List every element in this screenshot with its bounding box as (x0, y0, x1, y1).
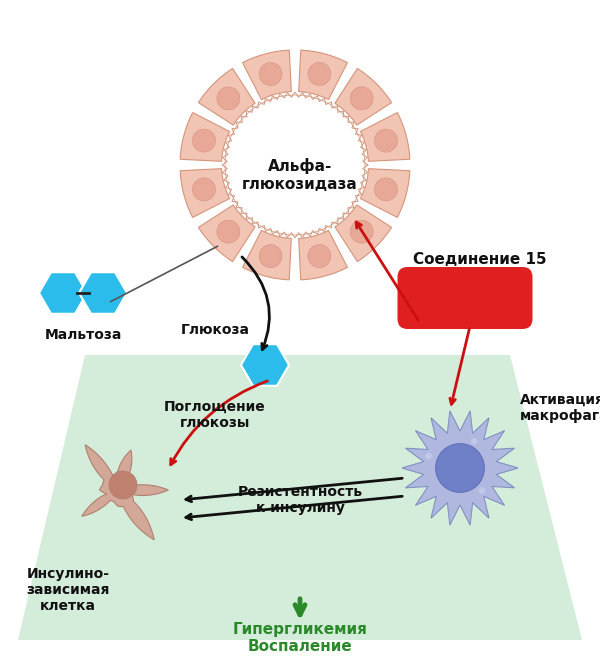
Polygon shape (299, 50, 347, 100)
Circle shape (471, 438, 478, 445)
Circle shape (374, 129, 398, 152)
Polygon shape (199, 205, 255, 262)
Circle shape (308, 245, 331, 268)
Circle shape (350, 87, 373, 110)
Circle shape (193, 129, 215, 152)
Circle shape (259, 245, 282, 268)
FancyBboxPatch shape (398, 267, 533, 329)
Circle shape (217, 87, 240, 110)
Circle shape (109, 471, 137, 499)
Polygon shape (361, 169, 410, 217)
Circle shape (350, 220, 373, 243)
Polygon shape (361, 112, 410, 161)
Polygon shape (241, 344, 289, 386)
Circle shape (217, 220, 240, 243)
Text: Гипергликемия
Воспаление: Гипергликемия Воспаление (233, 622, 367, 654)
Text: Резистентность
к инсулину: Резистентность к инсулину (238, 485, 362, 515)
Polygon shape (199, 68, 255, 125)
Circle shape (425, 453, 432, 459)
Polygon shape (402, 411, 518, 525)
Circle shape (193, 178, 215, 201)
Polygon shape (242, 50, 292, 100)
Polygon shape (335, 68, 392, 125)
Polygon shape (299, 231, 347, 280)
Circle shape (479, 487, 485, 494)
Circle shape (308, 62, 331, 85)
Polygon shape (82, 445, 169, 540)
Polygon shape (180, 112, 230, 161)
Polygon shape (335, 205, 392, 262)
Text: Инсулино-
зависимая
клетка: Инсулино- зависимая клетка (26, 566, 110, 613)
Polygon shape (18, 355, 582, 640)
Polygon shape (242, 231, 292, 280)
Circle shape (374, 178, 398, 201)
Circle shape (436, 444, 484, 492)
Text: Глюкоза: Глюкоза (181, 323, 250, 337)
Text: Поглощение
глюкозы: Поглощение глюкозы (164, 400, 266, 430)
Text: Соединение 15: Соединение 15 (413, 253, 547, 268)
Circle shape (259, 62, 282, 85)
Polygon shape (180, 169, 230, 217)
Text: Активация
макрофага: Активация макрофага (520, 393, 600, 423)
Polygon shape (39, 272, 87, 314)
Polygon shape (79, 272, 127, 314)
Circle shape (225, 95, 365, 235)
Text: Мальтоза: Мальтоза (44, 328, 122, 342)
Text: Альфа-
глюкозидаза: Альфа- глюкозидаза (242, 158, 358, 192)
